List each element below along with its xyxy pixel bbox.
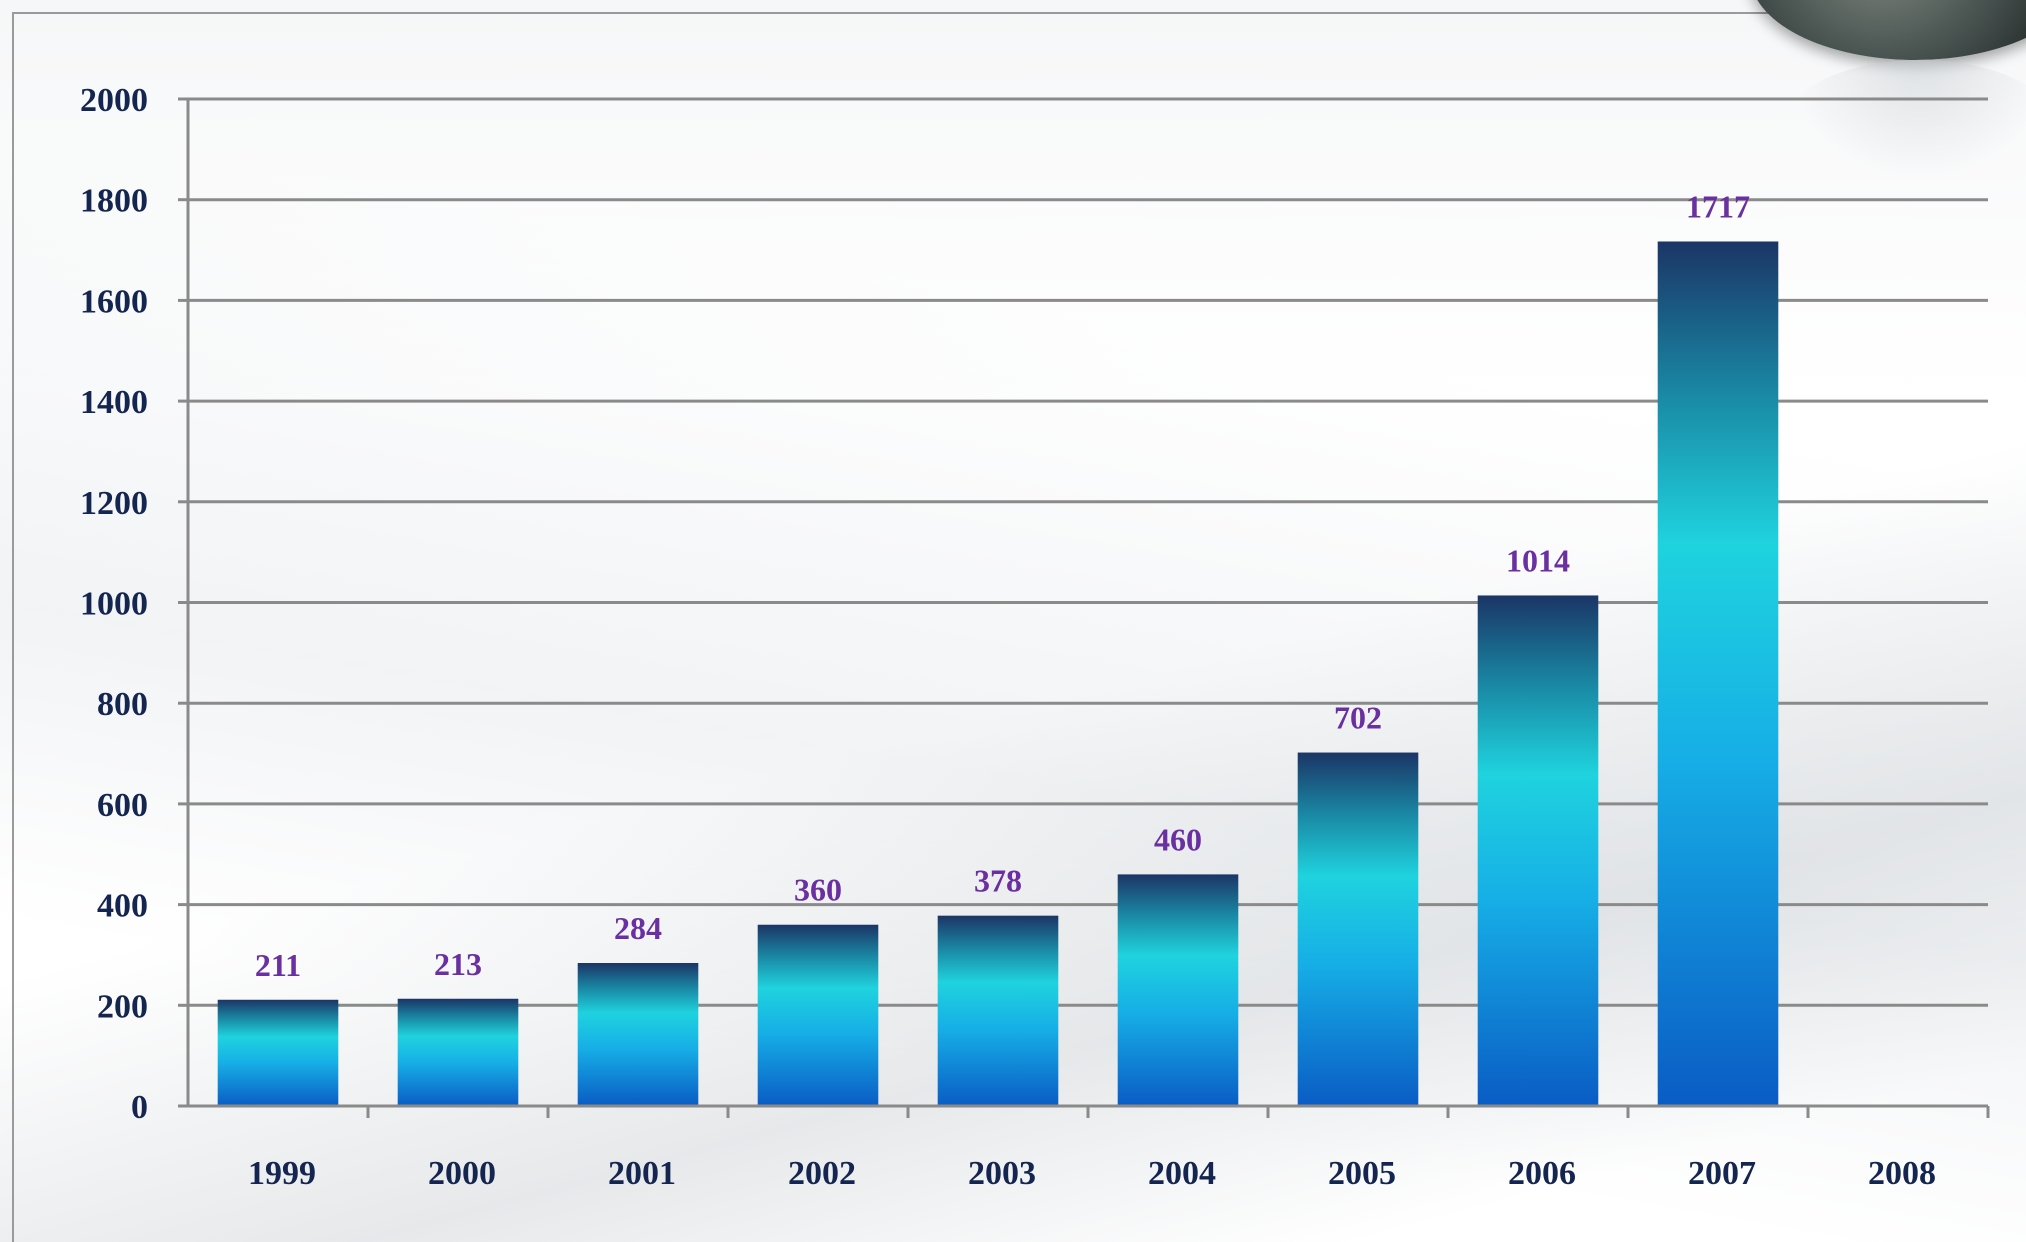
bar-2003 xyxy=(937,915,1059,1106)
x-tick-label-2001: 2001 xyxy=(608,1155,676,1192)
bars xyxy=(217,241,1779,1107)
y-tick-label-400: 400 xyxy=(97,888,148,925)
globe-reflection xyxy=(1790,60,2026,180)
frame-border-top xyxy=(12,12,1772,14)
x-tick-label-2003: 2003 xyxy=(968,1155,1036,1192)
data-label-2005: 702 xyxy=(1334,700,1382,736)
y-tick-label-200: 200 xyxy=(97,988,148,1025)
data-label-2000: 213 xyxy=(434,946,482,982)
y-tick-label-800: 800 xyxy=(97,686,148,723)
bar-2006 xyxy=(1477,595,1599,1106)
data-label-2004: 460 xyxy=(1154,821,1202,857)
y-tick-label-1400: 1400 xyxy=(80,384,148,421)
y-tick-label-600: 600 xyxy=(97,787,148,824)
y-tick-label-1200: 1200 xyxy=(80,485,148,522)
bar-1999 xyxy=(217,999,339,1106)
x-tick-label-2008: 2008 xyxy=(1868,1155,1936,1192)
y-tick-label-1000: 1000 xyxy=(80,586,148,623)
bar-2002 xyxy=(757,924,879,1106)
labels: 0 200 400 600 800 1000 1200 1400 1600 1800 2000 211… xyxy=(80,82,1936,1192)
data-label-2007: 1717 xyxy=(1686,188,1750,224)
data-label-1999: 211 xyxy=(255,947,301,983)
y-tick-label-1800: 1800 xyxy=(80,183,148,220)
x-tick-label-2007: 2007 xyxy=(1688,1155,1756,1192)
data-label-2001: 284 xyxy=(614,910,662,946)
x-tick-label-2006: 2006 xyxy=(1508,1155,1576,1192)
bar-2000 xyxy=(397,998,519,1106)
frame-border-left xyxy=(12,12,14,1242)
data-label-2003: 378 xyxy=(974,863,1022,899)
x-tick-label-2002: 2002 xyxy=(788,1155,856,1192)
x-tick-label-1999: 1999 xyxy=(248,1155,316,1192)
bar-2001 xyxy=(577,963,699,1106)
bar-2007 xyxy=(1657,241,1779,1107)
x-tick-label-2000: 2000 xyxy=(428,1155,496,1192)
axes xyxy=(178,97,1990,1118)
y-tick-label-1600: 1600 xyxy=(80,283,148,320)
x-tick-label-2005: 2005 xyxy=(1328,1155,1396,1192)
bar-2004 xyxy=(1117,874,1239,1106)
x-tick-label-2004: 2004 xyxy=(1148,1155,1216,1192)
y-tick-label-2000: 2000 xyxy=(80,82,148,119)
y-tick-label-0: 0 xyxy=(131,1089,148,1126)
data-label-2002: 360 xyxy=(794,872,842,908)
data-label-2006: 1014 xyxy=(1506,542,1570,578)
bar-2005 xyxy=(1297,752,1419,1106)
